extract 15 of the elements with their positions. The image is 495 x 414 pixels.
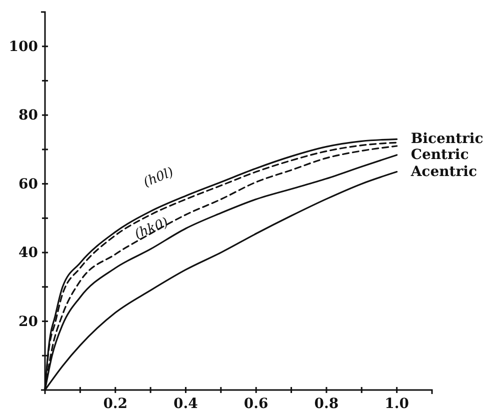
annotation: (hk0): [132, 215, 171, 242]
x-tick-label: 0.8: [314, 396, 339, 412]
annotation: (h0l): [142, 165, 176, 191]
series-label: Bicentric: [410, 131, 484, 148]
y-tick-label: 80: [18, 108, 38, 124]
series-label: Centric: [410, 147, 469, 164]
y-tick-label: 60: [18, 176, 38, 192]
y-tick-label: 40: [18, 245, 38, 262]
x-tick-label: 0.4: [174, 396, 198, 412]
x-tick-label: 0.2: [103, 396, 128, 412]
y-tick-label: 100: [8, 38, 38, 55]
series-label: Acentric: [410, 164, 477, 180]
x-tick-label: 0.6: [244, 396, 268, 412]
x-tick-label: 1.0: [384, 396, 410, 412]
y-tick-label: 20: [18, 314, 38, 330]
